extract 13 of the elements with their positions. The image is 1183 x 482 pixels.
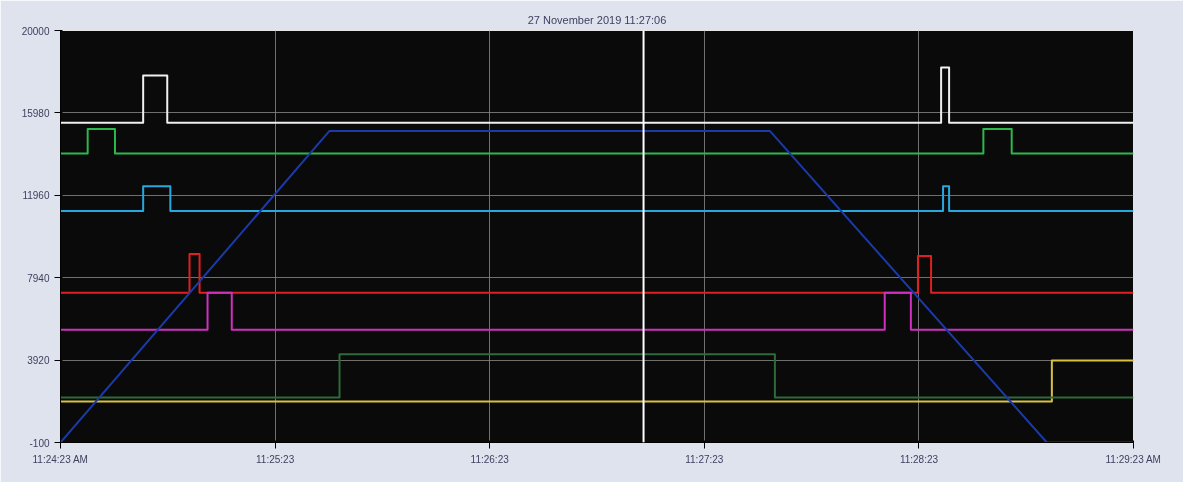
y-tick-label: -100 (29, 437, 50, 449)
x-tick-label: 11:28:23 (899, 453, 939, 465)
x-tick-label: 11:27:23 (685, 453, 724, 465)
y-tick-label: 7940 (27, 272, 50, 284)
x-tick-label: 11:24:23 AM (32, 453, 88, 465)
y-tick-label: 3920 (27, 355, 50, 367)
y-tick-label: 15980 (21, 107, 50, 119)
x-tick-label: 11:25:23 (256, 453, 295, 465)
y-tick-label: 20000 (21, 25, 50, 37)
x-tick-label: 11:29:23 AM (1105, 453, 1161, 465)
y-tick-label: 11960 (22, 190, 50, 202)
x-tick-label: 11:26:23 (470, 453, 510, 465)
chart-title: 27 November 2019 11:27:06 (527, 13, 667, 26)
